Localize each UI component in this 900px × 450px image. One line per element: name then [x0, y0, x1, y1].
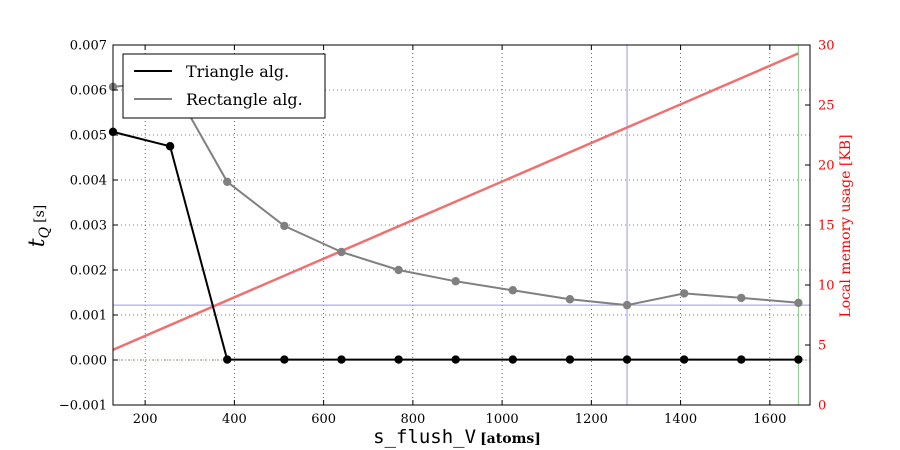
data-point-triangle [679, 355, 689, 364]
data-point-rectangle [451, 277, 460, 286]
x-tick-label: 600 [311, 412, 336, 427]
series-line-memory [112, 52, 799, 351]
grid [113, 45, 810, 405]
y-tick-label-left: −0.001 [59, 399, 107, 414]
x-tick-label: 1200 [575, 412, 608, 427]
data-point-rectangle [565, 295, 575, 304]
data-point-rectangle [337, 247, 346, 257]
series-line-triangle [112, 130, 799, 361]
y-tick-label-left: 0.002 [70, 264, 107, 279]
x-tick-label: 1600 [753, 412, 786, 427]
x-axis-label: s_flush_V [atoms] [373, 426, 541, 448]
data-point-triangle [794, 355, 803, 364]
legend: Triangle alg. Rectangle alg. [122, 53, 326, 119]
y-tick-label-left: 0.007 [70, 39, 107, 54]
x-tick-label: 1400 [664, 412, 697, 427]
y-tick-label-right: 20 [818, 159, 835, 174]
legend-box [122, 53, 326, 119]
x-tick-label: 200 [133, 412, 158, 427]
y-tick-label-left: 0.000 [70, 354, 107, 369]
y-tick-label-left: 0.004 [70, 174, 107, 189]
x-tick-label: 800 [400, 412, 425, 427]
y-tick-label-right: 25 [818, 99, 835, 114]
y-tick-label-right: 30 [818, 39, 835, 54]
y-axis-label-unit: [s] [32, 205, 48, 223]
x-axis-label-main: s_flush_V [373, 426, 476, 448]
y-tick-label-right: 10 [818, 279, 835, 294]
data-point-rectangle [679, 289, 689, 298]
y-tick-label-left: 0.006 [70, 84, 107, 99]
y-tick-label-left: 0.003 [70, 219, 107, 234]
data-point-triangle [394, 355, 403, 364]
y-tick-label-right: 5 [818, 339, 826, 354]
x-tick-label: 400 [222, 412, 247, 427]
y-tick-label-left: 0.001 [70, 309, 107, 324]
data-point-triangle [337, 355, 346, 364]
data-point-rectangle [280, 221, 289, 231]
y-axis-label-left: tQ [s] [25, 205, 53, 247]
data-point-triangle [565, 355, 575, 364]
y-axis-label-right: Local memory usage [KB] [838, 134, 854, 317]
data-point-rectangle [794, 298, 803, 308]
y-axis-label-main: t [25, 238, 50, 247]
legend-label-rectangle: Rectangle alg. [186, 90, 303, 109]
data-point-triangle [223, 355, 232, 364]
ticks: 200 400 600 800 1000 1200 1400 1600−0.0010.0000… [59, 39, 835, 428]
data-point-rectangle [622, 300, 632, 310]
y-tick-label-right: 15 [818, 219, 835, 234]
data-point-rectangle [737, 293, 746, 303]
data-point-rectangle [223, 177, 232, 186]
y-axis-label-sub: Q [37, 226, 53, 238]
data-point-triangle [451, 355, 460, 364]
data-point-triangle [737, 355, 746, 364]
data-point-rectangle [508, 286, 518, 295]
x-tick-label: 1000 [486, 412, 519, 427]
y-tick-label-right: 0 [818, 399, 826, 414]
data-point-triangle [622, 355, 632, 364]
data-point-triangle [508, 355, 518, 364]
data-point-rectangle [394, 265, 403, 275]
y-tick-label-left: 0.005 [70, 129, 107, 144]
data-point-triangle [280, 355, 289, 364]
data-point-triangle [165, 142, 175, 151]
legend-label-triangle: Triangle alg. [186, 62, 289, 81]
x-axis-label-unit: [atoms] [480, 431, 541, 447]
